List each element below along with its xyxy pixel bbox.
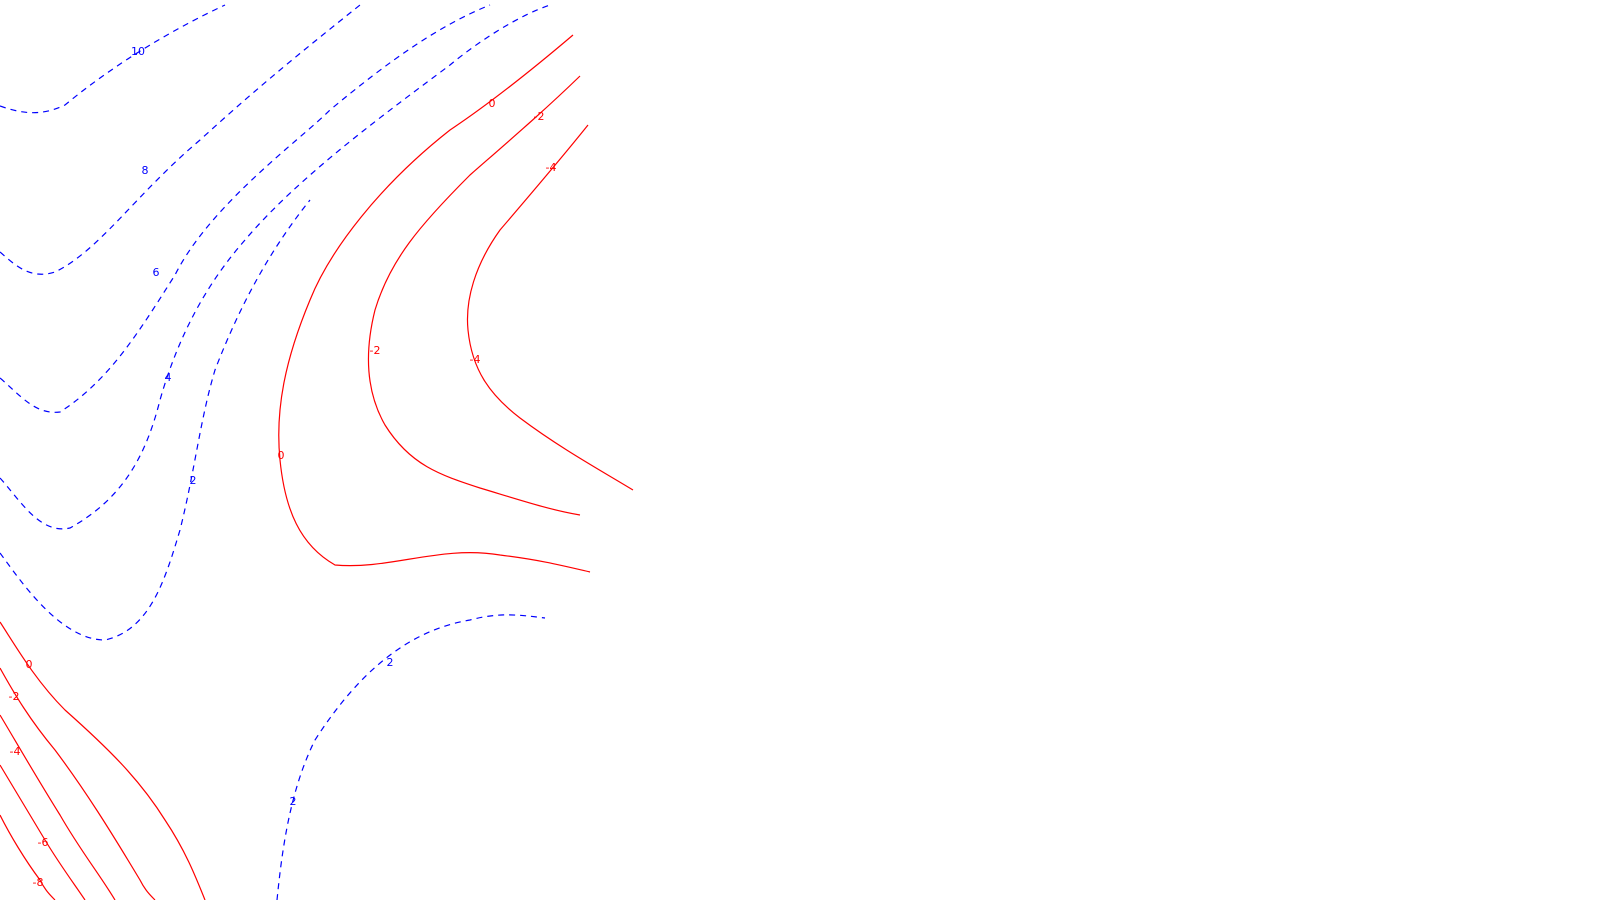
contour-line--2-10 [367,75,581,516]
contour-line-6-2 [0,4,491,413]
contour-line--8-17 [0,814,56,901]
contour-label-0-8: 0 [278,449,285,462]
contour-line-10-0 [0,4,226,114]
contour-line-0-9 [0,621,206,901]
contour-label-0-7: 0 [489,97,496,110]
contour-label--2-12: -2 [9,690,20,703]
contour-label--2-10: -2 [534,110,545,123]
contour-label--6-16: -6 [38,836,49,849]
contour-line-2-4 [0,199,311,641]
contour-label--4-14: -4 [470,353,481,366]
contour-label--4-13: -4 [546,161,557,174]
contour-label-2-6: 2 [290,795,297,808]
contour-label-10-0: 10 [131,45,145,58]
contour-line-8-1 [0,4,361,275]
contour-label-8-1: 8 [142,164,149,177]
contour-line-4-3 [0,4,551,530]
contour-line--4-15 [0,714,116,901]
contour-line--6-16 [0,764,86,901]
contour-line-0-7 [278,34,591,573]
contour-line--4-13 [466,124,634,491]
contour-label-2-5: 2 [387,656,394,669]
contour-line-2-5 [276,614,546,901]
contour-label-6-2: 6 [153,266,160,279]
contour-label-0-9: 0 [26,658,33,671]
contour-label--2-11: -2 [370,344,381,357]
contour-label--4-15: -4 [10,745,21,758]
contour-label-2-4: 2 [190,474,197,487]
contour-line--2-12 [0,667,156,901]
contour-label-4-3: 4 [165,371,172,384]
contour-label--8-17: -8 [33,876,44,889]
